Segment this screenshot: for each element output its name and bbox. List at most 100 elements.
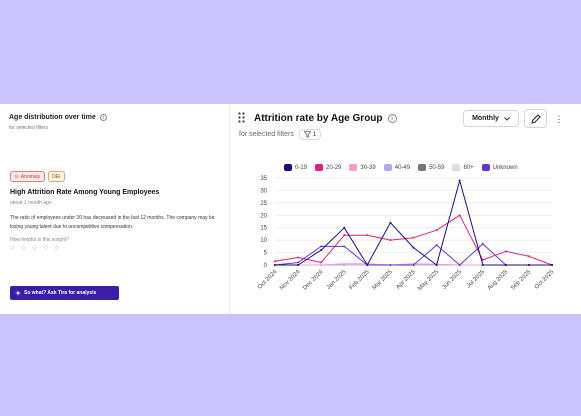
data-point-20-29 (504, 250, 507, 253)
info-icon[interactable]: i (387, 114, 397, 123)
data-point-0-19 (297, 264, 300, 266)
legend-item-0-19[interactable]: 0-19 (284, 164, 307, 171)
data-point-unknown (481, 242, 484, 245)
legend-label: 50-59 (429, 164, 445, 171)
legend-swatch (481, 164, 490, 171)
x-tick-label: Feb 2025 (349, 269, 372, 292)
data-point-unknown (435, 244, 438, 247)
data-point-unknown (320, 245, 323, 248)
data-point-unknown (297, 261, 300, 264)
data-point-30-39 (343, 262, 346, 265)
x-tick-label: May 2025 (417, 269, 440, 292)
x-tick-label: Oct 2024 (257, 269, 279, 291)
ask-tira-button[interactable]: So what? Ask Tira for analysis (10, 286, 119, 300)
legend-item-unknown[interactable]: Unknown (481, 164, 518, 171)
data-point-20-29 (274, 260, 276, 263)
data-point-0-19 (412, 246, 415, 249)
data-point-0-19 (458, 179, 461, 182)
legend-swatch (383, 164, 392, 171)
filter-count: 1 (312, 131, 317, 138)
data-point-0-19 (343, 226, 346, 229)
rating-stars[interactable]: ☆ ☆ ☆ ☆ ☆ (9, 245, 62, 252)
pencil-icon (530, 113, 541, 124)
data-point-20-29 (366, 234, 369, 237)
alert-icon: ⊙ (14, 173, 19, 180)
data-point-0-19 (435, 264, 438, 266)
data-point-20-29 (412, 236, 415, 239)
legend-item-60-[interactable]: 60+ (452, 164, 474, 171)
chevron-down-icon (504, 116, 510, 121)
sparkle-icon (15, 290, 21, 296)
legend-item-20-29[interactable]: 20-29 (315, 164, 341, 171)
funnel-icon (303, 131, 311, 138)
y-tick-label: 20 (260, 213, 267, 219)
dei-badge: DEI (47, 171, 65, 182)
x-tick-label: Jul 2025 (466, 269, 487, 290)
legend-label: 0-19 (295, 164, 308, 171)
data-point-0-19 (481, 264, 484, 266)
x-tick-label: Jan 2025 (326, 269, 348, 291)
y-tick-label: 0 (264, 263, 268, 269)
x-tick-label: Nov 2024 (279, 269, 302, 292)
data-point-20-29 (297, 256, 300, 259)
data-point-30-39 (320, 264, 323, 266)
data-point-20-29 (458, 214, 461, 217)
data-point-0-19 (504, 264, 507, 266)
y-tick-label: 15 (260, 226, 267, 232)
info-icon[interactable]: i (99, 114, 107, 121)
data-point-20-29 (389, 239, 392, 242)
insight-badges: ⊙ Anomaly DEI (10, 171, 65, 182)
insight-panel: Age distribution over time i for selecte… (0, 104, 230, 314)
legend-swatch (418, 164, 427, 171)
ask-tira-label: So what? Ask Tira for analysis (24, 290, 97, 296)
legend-item-50-59[interactable]: 50-59 (418, 164, 444, 171)
kebab-icon[interactable]: ⋮ (554, 113, 564, 124)
drag-handle-icon[interactable] (238, 112, 245, 123)
legend-item-40-49[interactable]: 40-49 (383, 164, 411, 171)
data-point-unknown (343, 245, 346, 248)
y-tick-label: 35 (260, 176, 267, 182)
legend-swatch (284, 164, 292, 171)
legend-item-30-39[interactable]: 30-39 (349, 164, 376, 171)
x-tick-label: Mar 2025 (372, 269, 395, 292)
x-tick-label: Jun 2025 (441, 269, 463, 291)
x-tick-label: Oct 2025 (534, 269, 556, 291)
data-point-0-19 (551, 264, 553, 266)
anomaly-badge: ⊙ Anomaly (10, 171, 45, 182)
y-tick-label: 5 (264, 251, 268, 257)
data-point-0-19 (366, 264, 369, 266)
chart-subtitle: for selected filters 1 (239, 129, 322, 140)
y-tick-label: 10 (260, 238, 267, 244)
data-point-20-29 (481, 259, 484, 262)
legend-label: 30-39 (360, 164, 376, 171)
data-point-unknown (458, 264, 461, 266)
legend-swatch (452, 164, 461, 171)
legend-label: 60+ (463, 164, 474, 171)
chart-legend: 0-19 20-29 30-39 40-49 50-59 60+ Unknown (284, 164, 518, 171)
x-tick-label: Dec 2024 (302, 269, 325, 292)
period-select[interactable]: Monthly (463, 110, 519, 127)
anomaly-badge-label: Anomaly (20, 173, 41, 180)
panel-title-text: Age distribution over time (9, 114, 96, 121)
line-chart: 0 5 10 15 20 25 30 35 Oct 2024 Nov 2024 Dec 2024 Ja… (257, 176, 556, 292)
edit-button[interactable] (524, 109, 547, 128)
data-point-0-19 (527, 264, 530, 266)
x-tick-label: Apr 2025 (395, 269, 417, 291)
legend-label: 40-49 (394, 164, 411, 171)
x-tick-label: Sep 2025 (510, 269, 533, 292)
data-point-unknown (412, 264, 415, 266)
x-tick-label: Aug 2025 (487, 269, 510, 292)
insight-body: The ratio of employees under 30 has decr… (10, 215, 215, 230)
data-point-0-19 (320, 249, 323, 252)
insight-title: High Attrition Rate Among Young Employee… (10, 189, 160, 196)
chart-panel: Attrition rate by Age Group i for select… (230, 104, 581, 314)
y-tick-label: 25 (260, 201, 267, 207)
data-point-20-29 (527, 255, 530, 258)
legend-swatch (315, 164, 324, 171)
chart-title-text: Attrition rate by Age Group (254, 113, 383, 124)
filter-pill[interactable]: 1 (298, 129, 322, 140)
insight-timestamp: about 1 month ago (10, 200, 52, 206)
panel-subtitle: for selected filters (9, 125, 49, 131)
legend-swatch (349, 164, 358, 171)
data-point-20-29 (435, 229, 438, 232)
